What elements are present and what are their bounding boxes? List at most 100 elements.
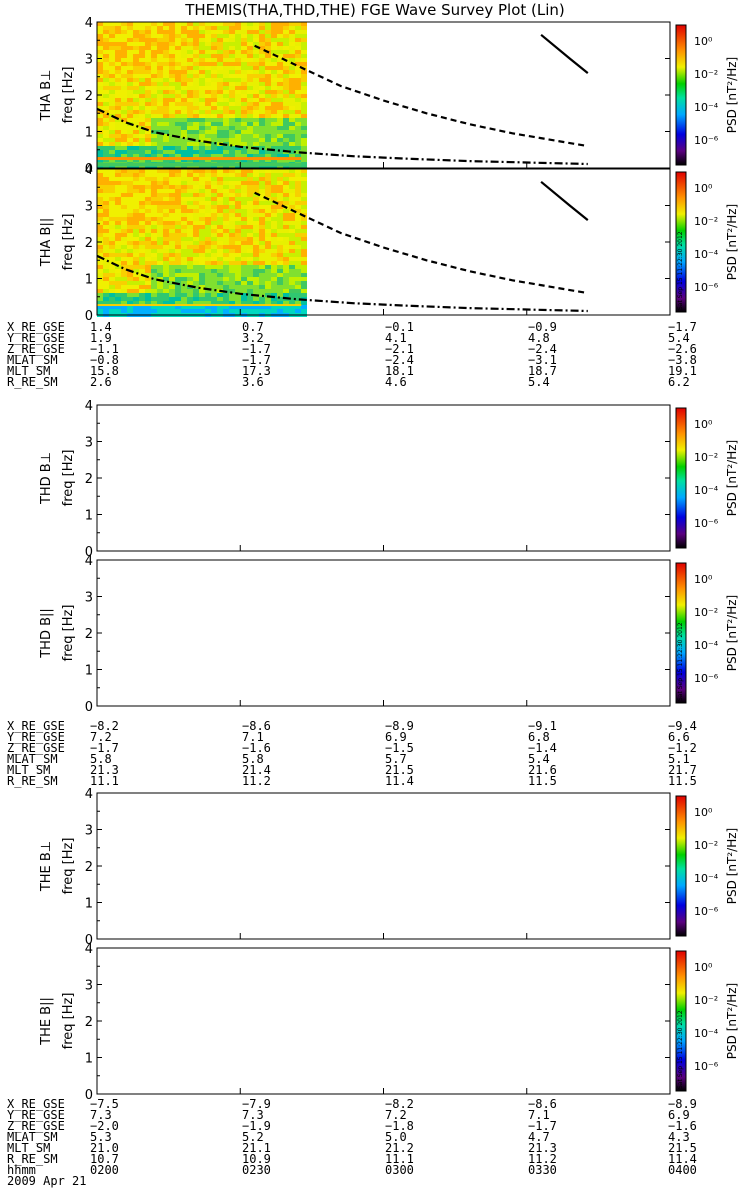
ephem-value: −1.7 [528,1119,557,1133]
ephem-value: −3.8 [668,353,697,367]
timestamp-stamp: Sat Sep 15 11:22:30 2012 [677,622,684,701]
colorbar-tick-label: 10⁻² [694,451,718,464]
y-axis-label: freq [Hz] [61,214,76,271]
ephem-value: −8.9 [385,719,414,733]
ephem-value: 21.3 [528,1141,557,1155]
ephem-value: −1.7 [90,741,119,755]
timestamp-stamp: Sat Sep 15 11:22:30 2012 [677,1010,684,1089]
y-tick-label: 3 [85,591,93,606]
colorbar-tick-label: 10⁻⁶ [694,517,719,530]
ephem-value: 18.7 [528,364,557,378]
ephem-value: 11.1 [385,1152,414,1166]
ephem-value: 5.1 [668,752,690,766]
ephem-row-name: hhmm [7,1163,36,1177]
colorbar-tick-label: 10⁰ [694,806,713,819]
ephem-value: 2.6 [90,375,112,389]
y-axis-label: freq [Hz] [61,67,76,124]
ephem-value: 5.8 [242,752,264,766]
colorbar-label: PSD [nT²/Hz] [725,983,739,1059]
ephem-row-name: X_RE_GSE [7,1097,65,1111]
colorbar-tick-label: 10⁻² [694,606,718,619]
ephem-value: −0.9 [528,320,557,334]
y-tick-label: 4 [85,399,93,414]
spectrogram-panel-2: 0 1 2 3 4 THA B|| freq [Hz] 10⁰ 10⁻² 10⁻⁴ 10⁻⁶ PSD … [39,163,739,324]
ephem-value: −1.8 [385,1119,414,1133]
y-tick-label: 4 [85,16,93,31]
ephem-value: 5.3 [90,1130,112,1144]
ephem-value: 6.2 [668,375,690,389]
ephem-value: 11.2 [242,774,271,788]
ephem-value: 15.8 [90,364,119,378]
ephem-value: 11.5 [528,774,557,788]
ephem-value: 10.7 [90,1152,119,1166]
ephem-value: −9.1 [528,719,557,733]
ephem-row-name: MLAT_SM [7,1130,58,1144]
colorbar-tick-label: 10⁻⁶ [694,672,719,685]
ephem-value: 0300 [385,1163,414,1177]
colorbar-tick-label: 10⁻² [694,839,718,852]
y-tick-label: 1 [85,273,93,288]
ephem-value: 21.3 [90,763,119,777]
colorbar-tick-label: 10⁻⁴ [694,872,719,885]
colorbar-label: PSD [nT²/Hz] [725,595,739,671]
y-tick-label: 2 [85,89,93,104]
ephem-value: 6.8 [528,730,550,744]
colorbar-tick-label: 10⁰ [694,573,713,586]
ephem-row-name: Z_RE_GSE [7,1119,65,1133]
ephem-value: −2.6 [668,342,697,356]
y-tick-label: 2 [85,472,93,487]
colorbar-tick-label: 10⁻² [694,994,718,1007]
y-tick-label: 3 [85,53,93,68]
y-tick-label: 1 [85,509,93,524]
ephem-value: 11.4 [668,1152,697,1166]
colorbar-label: PSD [nT²/Hz] [725,57,739,133]
colorbar-tick-label: 10⁰ [694,182,713,195]
gyro-line-solid-fce [540,33,589,74]
ephem-value: 11.1 [90,774,119,788]
ephem-value: 3.2 [242,331,264,345]
y-tick-label: 4 [85,787,93,802]
spectrogram-panel-1: 0 1 2 3 4 THA B⊥ freq [Hz] 10⁰ 10⁻² 10⁻⁴ 10⁻⁶ PSD [… [39,16,739,177]
ephem-value: 7.1 [242,730,264,744]
ephem-value: −0.8 [90,353,119,367]
ephem-value: −1.7 [242,353,271,367]
ephem-value: 19.1 [668,364,697,378]
ephem-value: 5.0 [385,1130,407,1144]
ephem-row-name: R_RE_SM [7,774,58,788]
ephem-value: −7.5 [90,1097,119,1111]
spectrogram-panel-6: 0 1 2 3 4 THE B|| freq [Hz] 10⁰ 10⁻² 10⁻⁴ 10⁻⁶ PSD … [39,942,739,1103]
colorbar-tick-label: 10⁻⁶ [694,281,719,294]
y-tick-label: 4 [85,163,93,178]
ephem-value: 11.2 [528,1152,557,1166]
y-tick-label: 2 [85,860,93,875]
ephem-value: −8.9 [668,1097,697,1111]
ephem-value: −1.7 [242,342,271,356]
ephem-row-name: MLAT_SM [7,752,58,766]
y-tick-label: 0 [85,700,93,715]
y-tick-label: 1 [85,126,93,141]
y-tick-label: 4 [85,554,93,569]
y-tick-label: 1 [85,1052,93,1067]
ephem-row-name: Y_RE_GSE [7,331,65,345]
colorbar-tick-label: 10⁻⁴ [694,639,719,652]
colorbar-tick-label: 10⁻⁴ [694,1027,719,1040]
y-tick-label: 2 [85,627,93,642]
ephem-value: 6.9 [385,730,407,744]
ephem-value: −1.7 [668,320,697,334]
colorbar-tick-label: 10⁰ [694,418,713,431]
colorbar-tick-label: 10⁻⁴ [694,248,719,261]
colorbar-tick-label: 10⁻² [694,215,718,228]
ephem-value: 11.5 [668,774,697,788]
ephem-value: −9.4 [668,719,697,733]
ephem-value: 6.6 [668,730,690,744]
panel-label: THE B⊥ [39,841,54,892]
ephem-value: 10.9 [242,1152,271,1166]
ephem-value: 7.2 [385,1108,407,1122]
panel-label: THD B⊥ [39,452,54,505]
colorbar-tick-label: 10⁻⁴ [694,484,719,497]
colorbar-tick-label: 10⁰ [694,35,713,48]
colorbar-tick-label: 10⁻⁴ [694,101,719,114]
ephem-value: 0200 [90,1163,119,1177]
y-tick-label: 0 [85,933,93,948]
